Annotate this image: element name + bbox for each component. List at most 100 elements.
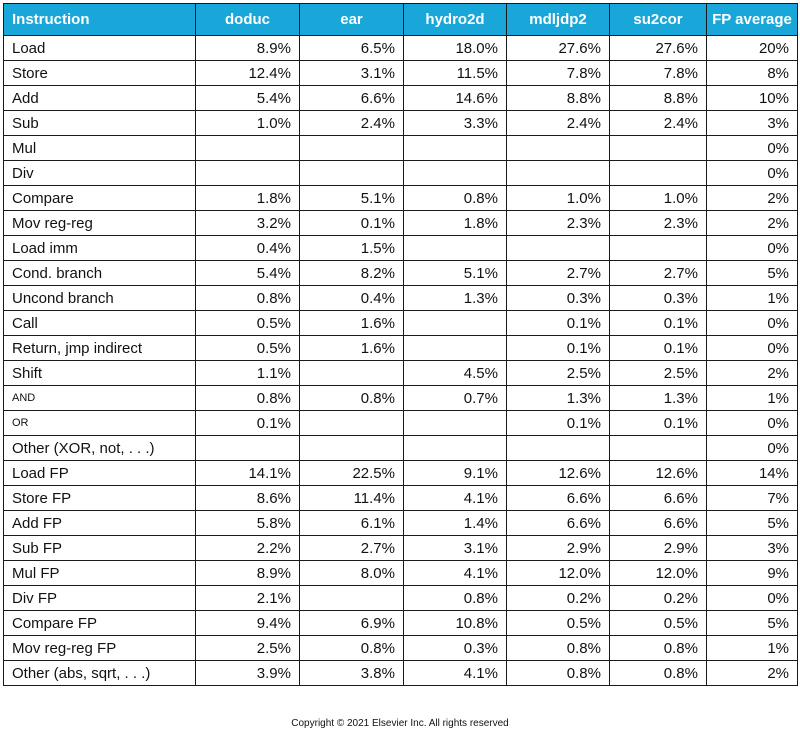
value-cell-hydro2d [403,435,507,461]
value-cell-su2cor: 6.6% [609,510,707,536]
value-cell-mdljdp2: 0.8% [506,660,610,686]
value-cell-hydro2d [403,310,507,336]
value-cell-doduc: 0.5% [195,310,300,336]
value-cell-hydro2d [403,335,507,361]
value-cell-hydro2d [403,160,507,186]
value-cell-doduc: 2.1% [195,585,300,611]
instruction-label: OR [3,410,196,436]
value-cell-hydro2d: 10.8% [403,610,507,636]
table-row: Mul FP 8.9% 8.0% 4.1% 12.0% 12.0% 9% [3,560,798,586]
table-row: Compare FP 9.4% 6.9% 10.8% 0.5% 0.5% 5% [3,610,798,636]
value-cell-hydro2d: 3.1% [403,535,507,561]
value-cell-su2cor: 6.6% [609,485,707,511]
value-cell-hydro2d: 0.8% [403,585,507,611]
instruction-label: Load [3,35,196,61]
value-cell-ear [299,410,404,436]
value-cell-mdljdp2: 0.1% [506,310,610,336]
instruction-label: Call [3,310,196,336]
value-cell-doduc: 0.8% [195,385,300,411]
instruction-label: Add [3,85,196,111]
table-row: Call 0.5% 1.6% 0.1% 0.1% 0% [3,310,798,336]
value-cell-ear: 2.4% [299,110,404,136]
value-cell-hydro2d: 4.5% [403,360,507,386]
value-cell-ear: 0.8% [299,635,404,661]
column-header-fp-average: FP average [706,3,798,36]
value-cell-doduc: 5.4% [195,85,300,111]
value-cell-hydro2d: 5.1% [403,260,507,286]
value-cell-fp-average: 5% [706,610,798,636]
value-cell-hydro2d: 4.1% [403,485,507,511]
value-cell-su2cor: 2.5% [609,360,707,386]
instruction-label: Sub [3,110,196,136]
value-cell-mdljdp2: 8.8% [506,85,610,111]
value-cell-fp-average: 0% [706,585,798,611]
value-cell-ear [299,585,404,611]
value-cell-fp-average: 0% [706,410,798,436]
value-cell-su2cor [609,435,707,461]
value-cell-mdljdp2: 7.8% [506,60,610,86]
column-header-instruction: Instruction [3,3,196,36]
instruction-label: Compare [3,185,196,211]
value-cell-doduc [195,435,300,461]
instruction-label: Compare FP [3,610,196,636]
value-cell-su2cor: 27.6% [609,35,707,61]
table-row: Div FP 2.1% 0.8% 0.2% 0.2% 0% [3,585,798,611]
value-cell-hydro2d: 18.0% [403,35,507,61]
table-row: Return, jmp indirect 0.5% 1.6% 0.1% 0.1% 0% [3,335,798,361]
table-body: Load 8.9% 6.5% 18.0% 27.6% 27.6% 20% Store 12.4%… [3,35,798,686]
table-row: Sub 1.0% 2.4% 3.3% 2.4% 2.4% 3% [3,110,798,136]
table-row: AND 0.8% 0.8% 0.7% 1.3% 1.3% 1% [3,385,798,411]
value-cell-mdljdp2: 1.3% [506,385,610,411]
value-cell-fp-average: 2% [706,210,798,236]
value-cell-hydro2d [403,410,507,436]
value-cell-su2cor: 2.3% [609,210,707,236]
value-cell-hydro2d: 0.7% [403,385,507,411]
value-cell-doduc: 8.9% [195,560,300,586]
value-cell-doduc: 8.9% [195,35,300,61]
value-cell-ear: 3.8% [299,660,404,686]
table-row: Mov reg-reg FP 2.5% 0.8% 0.3% 0.8% 0.8% 1% [3,635,798,661]
value-cell-su2cor: 2.7% [609,260,707,286]
value-cell-su2cor: 0.1% [609,310,707,336]
table-row: Load imm 0.4% 1.5% 0% [3,235,798,261]
value-cell-su2cor: 0.1% [609,410,707,436]
value-cell-fp-average: 5% [706,510,798,536]
value-cell-ear: 5.1% [299,185,404,211]
value-cell-doduc: 0.8% [195,285,300,311]
value-cell-su2cor: 0.8% [609,635,707,661]
value-cell-fp-average: 9% [706,560,798,586]
value-cell-su2cor: 0.2% [609,585,707,611]
value-cell-hydro2d: 4.1% [403,560,507,586]
instruction-label: Add FP [3,510,196,536]
value-cell-mdljdp2: 6.6% [506,485,610,511]
value-cell-su2cor: 2.9% [609,535,707,561]
value-cell-ear: 0.1% [299,210,404,236]
value-cell-fp-average: 10% [706,85,798,111]
value-cell-su2cor: 2.4% [609,110,707,136]
value-cell-ear: 1.6% [299,310,404,336]
table-row: Uncond branch 0.8% 0.4% 1.3% 0.3% 0.3% 1% [3,285,798,311]
table-row: Load FP 14.1% 22.5% 9.1% 12.6% 12.6% 14% [3,460,798,486]
value-cell-fp-average: 20% [706,35,798,61]
value-cell-doduc: 12.4% [195,60,300,86]
table-row: Other (abs, sqrt, . . .) 3.9% 3.8% 4.1% 0.8%… [3,660,798,686]
value-cell-mdljdp2: 2.7% [506,260,610,286]
value-cell-doduc: 0.4% [195,235,300,261]
value-cell-doduc: 1.0% [195,110,300,136]
instruction-label: Cond. branch [3,260,196,286]
value-cell-mdljdp2 [506,135,610,161]
column-header-hydro2d: hydro2d [403,3,507,36]
value-cell-doduc: 14.1% [195,460,300,486]
table-row: Add FP 5.8% 6.1% 1.4% 6.6% 6.6% 5% [3,510,798,536]
instruction-label: Shift [3,360,196,386]
value-cell-su2cor [609,235,707,261]
value-cell-su2cor: 8.8% [609,85,707,111]
value-cell-mdljdp2: 6.6% [506,510,610,536]
table-row: Store FP 8.6% 11.4% 4.1% 6.6% 6.6% 7% [3,485,798,511]
value-cell-ear: 1.5% [299,235,404,261]
table-row: Mul 0% [3,135,798,161]
column-header-mdljdp2: mdljdp2 [506,3,610,36]
value-cell-hydro2d: 14.6% [403,85,507,111]
column-header-su2cor: su2cor [609,3,707,36]
value-cell-fp-average: 7% [706,485,798,511]
